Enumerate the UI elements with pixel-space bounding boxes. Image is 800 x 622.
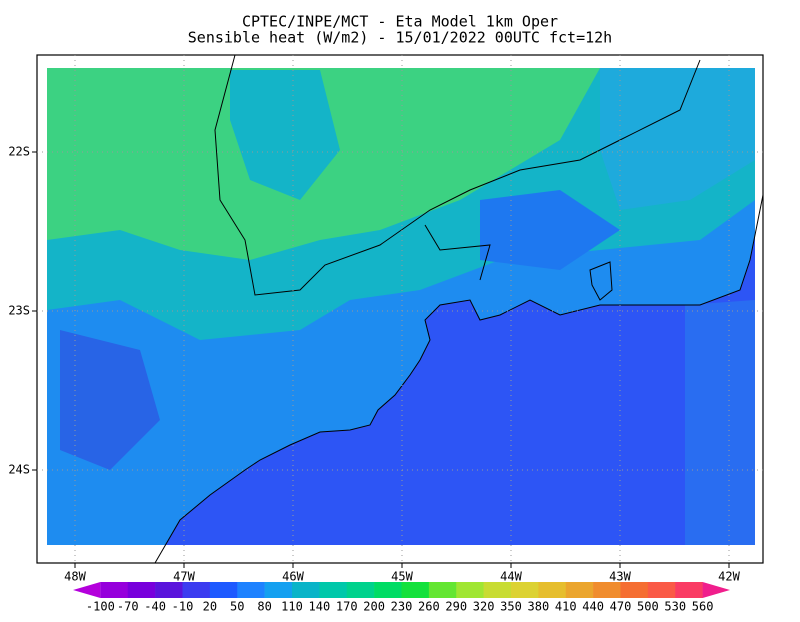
colorbar-box [264, 582, 293, 598]
colorbar-box [675, 582, 703, 598]
lagoon [589, 261, 613, 301]
colorbar-box [374, 582, 402, 598]
colorbar-box [428, 582, 457, 598]
colorbar-box [100, 582, 129, 598]
colorbar-box [319, 582, 348, 598]
lat-label: 22S [8, 145, 30, 159]
state-border-2 [424, 224, 491, 281]
lat-label: 23S [8, 304, 30, 318]
colorbar-label: 20 [203, 600, 217, 614]
boundaries [154, 54, 764, 564]
title: CPTEC/INPE/MCT - Eta Model 1km Oper [242, 13, 558, 31]
colorbar-label: -10 [172, 600, 194, 614]
colorbar-label: 560 [692, 600, 714, 614]
lon-label: 42W [718, 570, 740, 584]
colorbar-label: 260 [418, 600, 440, 614]
lon-label: 48W [64, 570, 86, 584]
colorbar-label: 80 [257, 600, 271, 614]
land-blue [480, 190, 620, 270]
colorbar-label: -40 [144, 600, 166, 614]
colorbar-label: 230 [391, 600, 413, 614]
land-cyan-3 [600, 68, 755, 210]
colorbar-label: -100 [86, 600, 115, 614]
ocean-edge [685, 300, 755, 545]
colorbar-label: 470 [610, 600, 632, 614]
colorbar-label: 200 [363, 600, 385, 614]
colorbar-box [237, 582, 265, 598]
land-blue-2 [60, 330, 160, 470]
colorbar-label: 290 [445, 600, 467, 614]
coastline [154, 194, 764, 564]
subtitle: Sensible heat (W/m2) - 15/01/2022 00UTC … [188, 29, 612, 47]
colorbar-label: 440 [582, 600, 604, 614]
colorbar-box [565, 582, 594, 598]
ocean [165, 235, 755, 545]
colorbar-label: 350 [500, 600, 522, 614]
colorbar-box [155, 582, 183, 598]
lon-label: 45W [391, 570, 413, 584]
lon-label: 46W [282, 570, 304, 584]
colorbar-label: 380 [528, 600, 550, 614]
colorbar-arrow [702, 582, 730, 598]
colorbar-box [127, 582, 156, 598]
lat-label: 24S [8, 463, 30, 477]
colorbar-label: 500 [637, 600, 659, 614]
colorbar-box [401, 582, 430, 598]
colorbar-label: 140 [309, 600, 331, 614]
colorbar-box [346, 582, 375, 598]
colorbar-box [483, 582, 512, 598]
colorbar-box [456, 582, 484, 598]
colorbar-box [593, 582, 621, 598]
colorbar-box [511, 582, 539, 598]
colorbar-box [538, 582, 567, 598]
field [47, 68, 755, 545]
colorbar-box [292, 582, 320, 598]
colorbar-label: 410 [555, 600, 577, 614]
colorbar-label: 320 [473, 600, 495, 614]
colorbar-label: 50 [230, 600, 244, 614]
lon-label: 43W [609, 570, 631, 584]
frame [36, 54, 764, 564]
lon-label: 44W [500, 570, 522, 584]
colorbar-label: 530 [664, 600, 686, 614]
state-border [214, 54, 701, 296]
colorbar-box [647, 582, 676, 598]
colorbar-box [182, 582, 211, 598]
colorbar-box [209, 582, 238, 598]
colorbar-box [620, 582, 649, 598]
lon-label: 47W [173, 570, 195, 584]
colorbar-label: 110 [281, 600, 303, 614]
colorbar-label: 170 [336, 600, 358, 614]
colorbar-arrow [73, 582, 101, 598]
colorbar-label: -70 [117, 600, 139, 614]
land-cyan-2 [230, 70, 340, 200]
